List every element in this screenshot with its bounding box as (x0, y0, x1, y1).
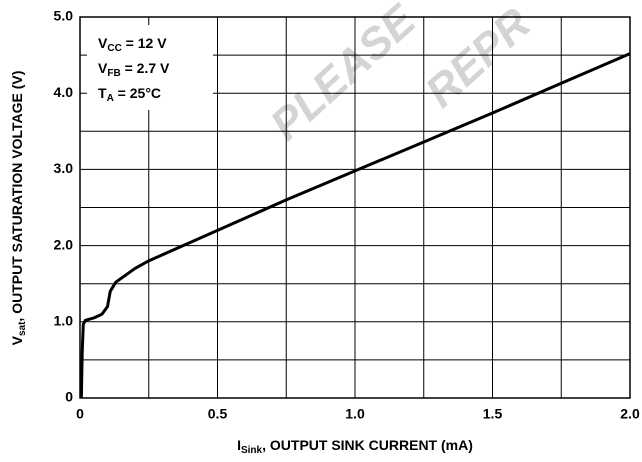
annotation: VCC = 12 V (98, 35, 167, 54)
y-label-symbol: V (9, 335, 25, 345)
y-label-sub: sat (17, 321, 28, 336)
annotation-sub: A (107, 93, 114, 104)
x-tick-label: 1.0 (345, 406, 365, 422)
y-tick-label: 1.0 (54, 313, 74, 329)
x-tick-label: 2.0 (620, 406, 640, 422)
annotation-text: = 2.7 V (121, 60, 170, 76)
y-tick-label: 4.0 (54, 84, 74, 100)
curve (79, 52, 631, 399)
watermark: PLEASE REPR (261, 0, 540, 150)
annotation-symbol: V (98, 35, 108, 51)
annotation-symbol: V (98, 60, 108, 76)
annotation-sub: CC (107, 43, 121, 54)
x-tick-label: 1.5 (483, 406, 503, 422)
plot-frame (79, 16, 631, 399)
annotation-text: = 12 V (122, 35, 167, 51)
y-tick-label: 5.0 (54, 8, 74, 24)
annotation: TA = 25°C (98, 85, 161, 104)
y-tick-label: 2.0 (54, 236, 74, 252)
x-tick-label: 0 (76, 406, 84, 422)
x-label-symbol: I (237, 437, 241, 453)
y-axis-label: Vsat, OUTPUT SATURATION VOLTAGE (V) (9, 71, 28, 346)
x-tick-label: 0.5 (208, 406, 228, 422)
annotation-box (87, 25, 213, 110)
annotation-symbol: T (98, 85, 107, 101)
annotation-text: = 25°C (114, 85, 161, 101)
annotation: VFB = 2.7 V (98, 60, 170, 79)
y-tick-label: 3.0 (54, 160, 74, 176)
x-axis-label: ISink, OUTPUT SINK CURRENT (mA) (237, 437, 473, 456)
y-label-text: , OUTPUT SATURATION VOLTAGE (V) (9, 71, 25, 322)
y-tick-label: 0 (65, 389, 73, 405)
x-label-sub: Sink (241, 445, 263, 456)
annotation-sub: FB (107, 68, 120, 79)
x-label-text: , OUTPUT SINK CURRENT (mA) (262, 437, 473, 453)
